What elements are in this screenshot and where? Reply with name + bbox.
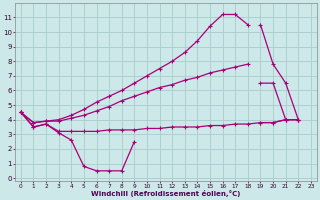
X-axis label: Windchill (Refroidissement éolien,°C): Windchill (Refroidissement éolien,°C) bbox=[91, 190, 241, 197]
